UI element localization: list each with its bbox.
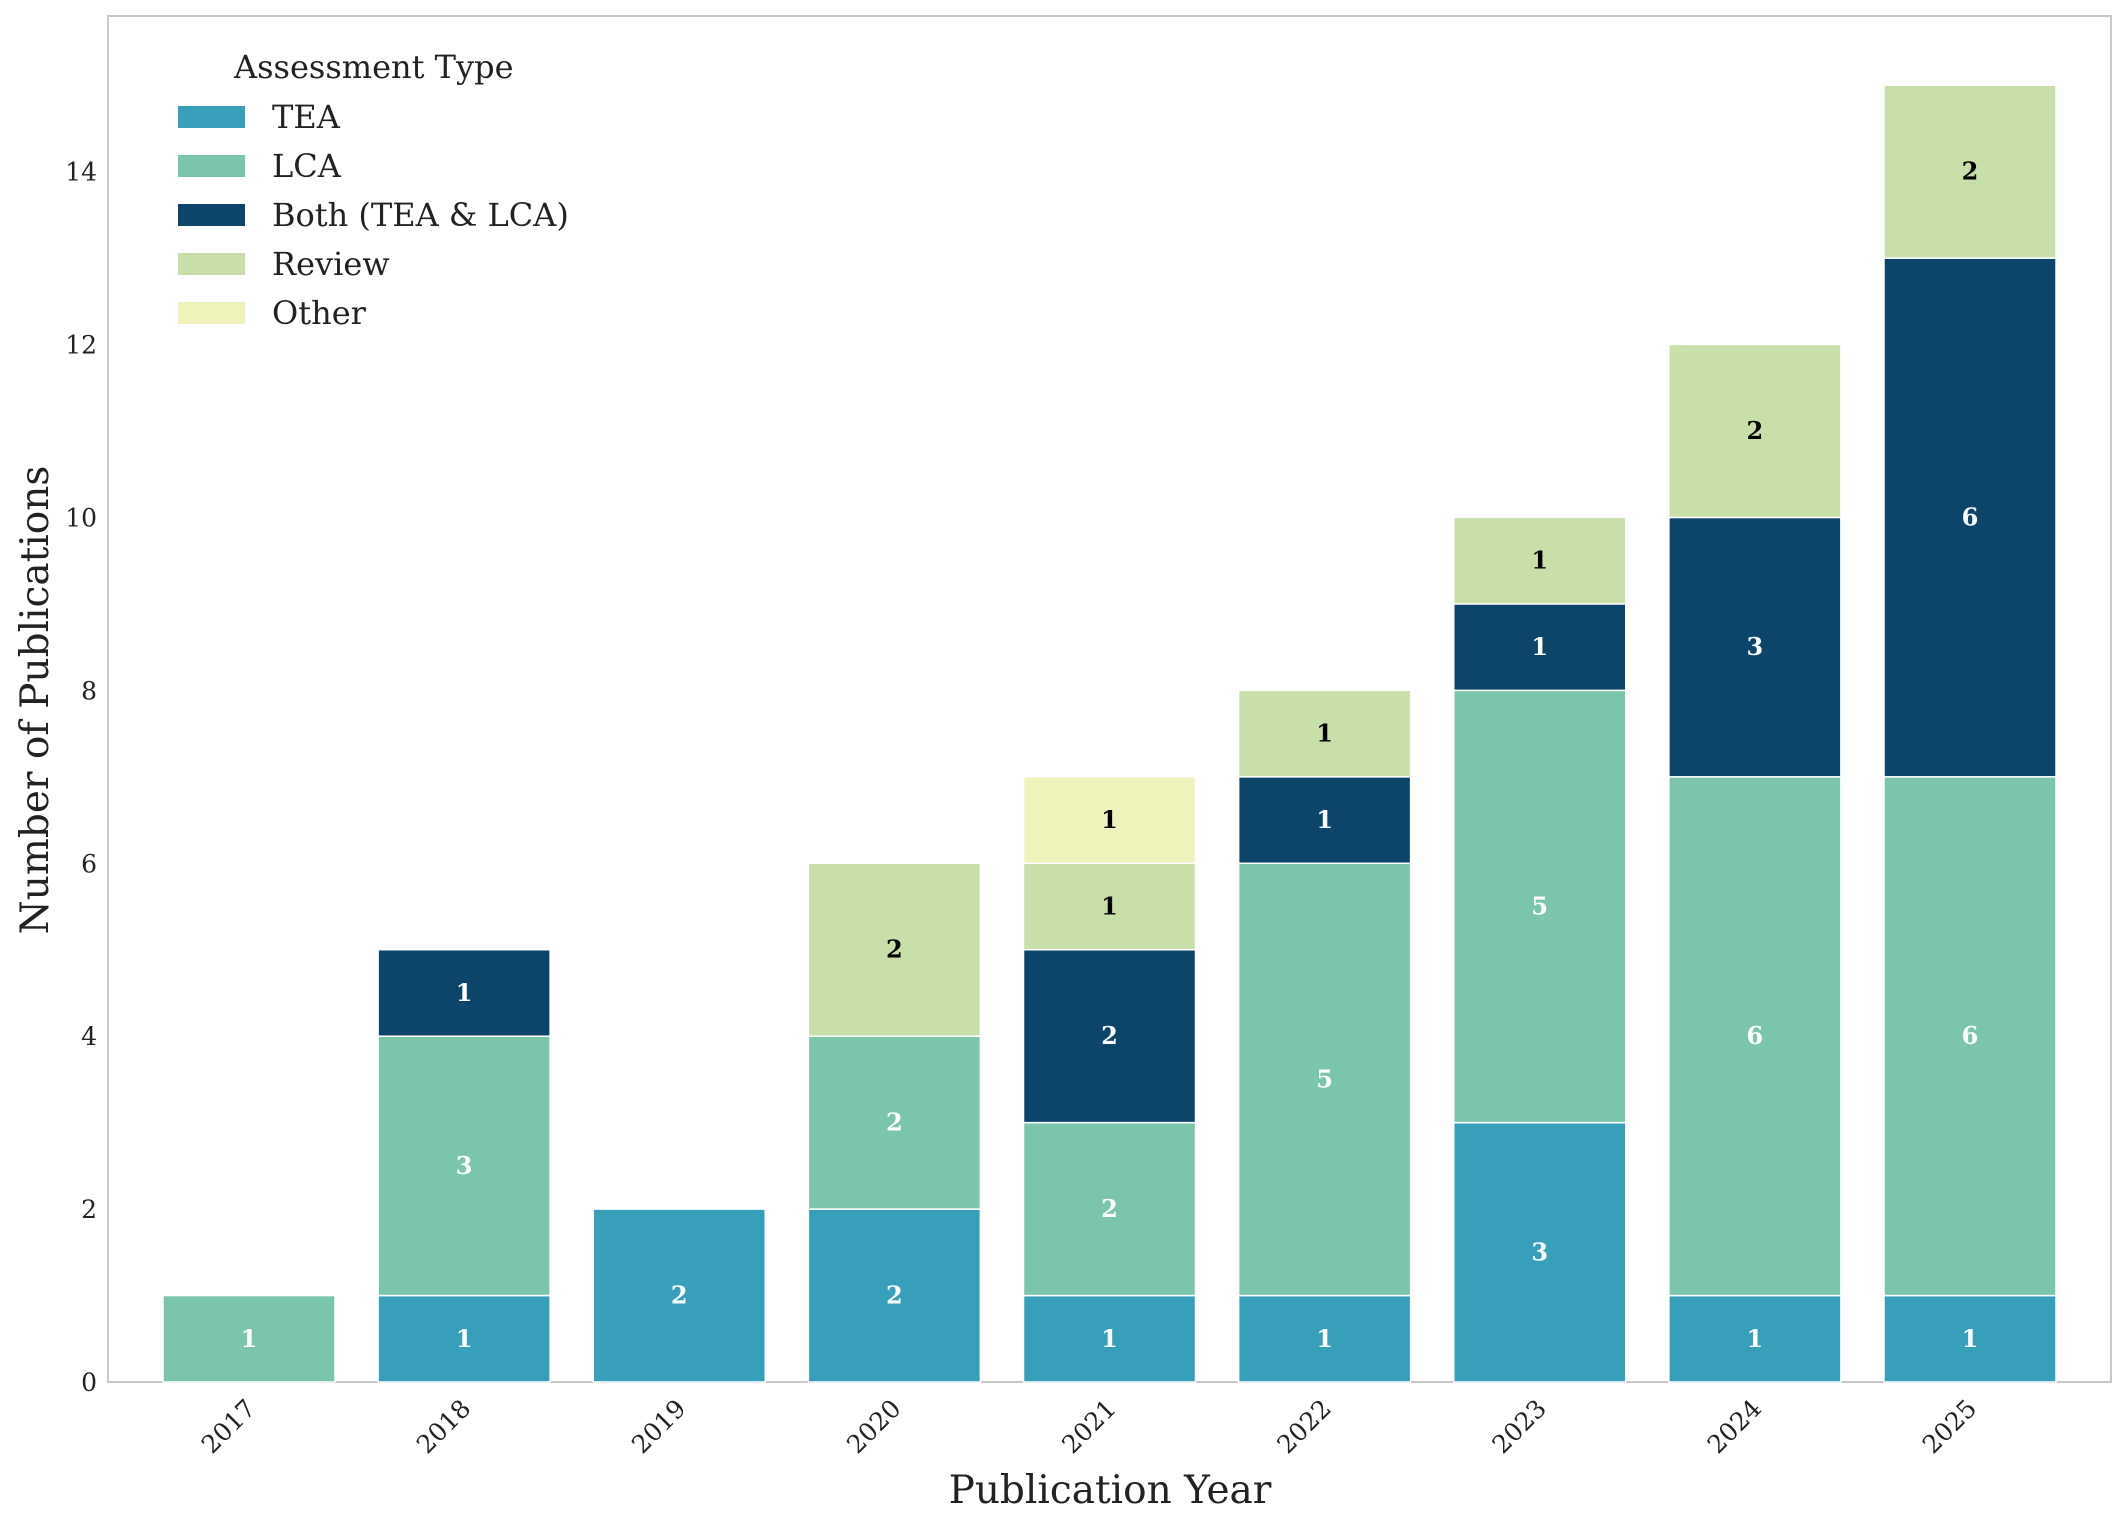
bar-value-label: 2: [1101, 1194, 1118, 1223]
bar-segment: [1668, 1294, 1842, 1383]
bar-value-label: 1: [1101, 891, 1118, 920]
bar-segment: [162, 1294, 336, 1383]
bar-segment: [1453, 516, 1627, 605]
legend-label: Other: [272, 294, 367, 332]
bar-segment: [1237, 776, 1412, 865]
legend-swatch: [178, 204, 245, 226]
bar-value-label: 2: [886, 1108, 903, 1137]
y-tick-label: 0: [81, 1368, 97, 1397]
x-tick-label: 2023: [1486, 1394, 1551, 1459]
bar-value-label: 2: [1962, 157, 1979, 186]
bar-segment: [1668, 776, 1842, 1297]
bar-value-label: 2: [1747, 416, 1764, 445]
bar-segment: [377, 1294, 551, 1383]
y-tick-label: 12: [65, 331, 97, 360]
bar-segment: [1453, 689, 1627, 1124]
legend-swatch: [178, 106, 245, 128]
bar-segment: [592, 1208, 766, 1383]
x-tick-label: 2019: [626, 1394, 691, 1459]
x-tick-label: 2022: [1271, 1394, 1336, 1459]
legend-swatch: [178, 253, 245, 275]
legend-label: TEA: [272, 98, 341, 136]
bar-value-label: 1: [1101, 805, 1118, 834]
bar-segment: [807, 1035, 982, 1210]
bar-value-label: 1: [456, 978, 473, 1007]
y-axis-ticks: 0 2 4 6 8 10 12 14: [65, 158, 97, 1397]
bar-value-label: 1: [1747, 1324, 1764, 1353]
bar-value-label: 1: [1531, 632, 1548, 661]
legend-label: LCA: [272, 147, 342, 185]
bar-segment: [1883, 1294, 2057, 1383]
bar-value-label: 2: [1101, 1021, 1118, 1050]
x-tick-label: 2025: [1917, 1394, 1982, 1459]
bar-segment: [1237, 689, 1412, 778]
legend: Assessment Type TEA LCA Both (TEA & LCA) Re…: [178, 48, 569, 332]
bar-value-label: 3: [456, 1151, 473, 1180]
x-axis-ticks: 2017 2018 2019 2020 2021 2022 2023 2024 2025: [196, 1394, 1982, 1459]
bar-segment: [1883, 776, 2057, 1297]
bar-value-label: 3: [1531, 1237, 1548, 1266]
y-tick-label: 6: [81, 849, 97, 878]
bar-segment: [1237, 862, 1412, 1297]
bar-value-label: 2: [671, 1281, 688, 1310]
legend-title: Assessment Type: [233, 48, 514, 86]
y-axis-title: Number of Publications: [13, 466, 58, 935]
bar-segment: [1022, 776, 1197, 865]
bars-layer: 1 1 3 1 2 2 2 2 1 2 2 1 1 1 5 1 1 3 5 1 1 1 6 3 2 1 6 6 2: [162, 84, 2057, 1383]
bar-value-label: 1: [1316, 805, 1333, 834]
bar-segment: [807, 862, 982, 1037]
bar-segment: [1668, 343, 1842, 519]
x-tick-label: 2021: [1056, 1394, 1121, 1459]
legend-swatch: [178, 302, 245, 324]
legend-swatch: [178, 155, 245, 177]
y-tick-label: 10: [65, 503, 97, 532]
y-tick-label: 4: [81, 1022, 97, 1051]
bar-value-label: 6: [1747, 1021, 1764, 1050]
bar-segment: [1668, 516, 1842, 778]
bar-value-label: 1: [1962, 1324, 1979, 1353]
bar-value-label: 1: [241, 1324, 258, 1353]
bar-segment: [1453, 603, 1627, 692]
bar-segment: [807, 1208, 982, 1383]
bar-value-label: 1: [456, 1324, 473, 1353]
x-axis-title: Publication Year: [949, 1468, 1272, 1513]
x-tick-label: 2018: [411, 1394, 476, 1459]
bar-value-label: 6: [1962, 502, 1979, 531]
x-tick-label: 2020: [841, 1394, 906, 1459]
bar-segment: [377, 1035, 551, 1297]
legend-label: Review: [272, 245, 390, 283]
bar-value-label: 6: [1962, 1021, 1979, 1050]
bar-segment: [1237, 1294, 1412, 1383]
y-tick-label: 8: [81, 676, 97, 705]
bar-value-label: 1: [1531, 546, 1548, 575]
x-tick-label: 2017: [196, 1394, 261, 1459]
bar-segment: [1022, 1121, 1197, 1297]
y-tick-label: 14: [65, 158, 97, 187]
bar-value-label: 2: [886, 935, 903, 964]
bar-segment: [1883, 84, 2057, 259]
bar-value-label: 3: [1747, 632, 1764, 661]
bar-segment: [1453, 1121, 1627, 1383]
x-tick-label: 2024: [1702, 1394, 1767, 1459]
bar-value-label: 1: [1316, 1324, 1333, 1353]
bar-segment: [1883, 257, 2057, 778]
y-tick-label: 2: [81, 1195, 97, 1224]
bar-value-label: 5: [1316, 1064, 1333, 1093]
bar-value-label: 5: [1531, 891, 1548, 920]
bar-segment: [1022, 862, 1197, 951]
bar-value-label: 1: [1316, 719, 1333, 748]
legend-label: Both (TEA & LCA): [272, 196, 569, 234]
bar-value-label: 2: [886, 1281, 903, 1310]
bar-value-label: 1: [1101, 1324, 1118, 1353]
bar-segment: [377, 948, 551, 1037]
